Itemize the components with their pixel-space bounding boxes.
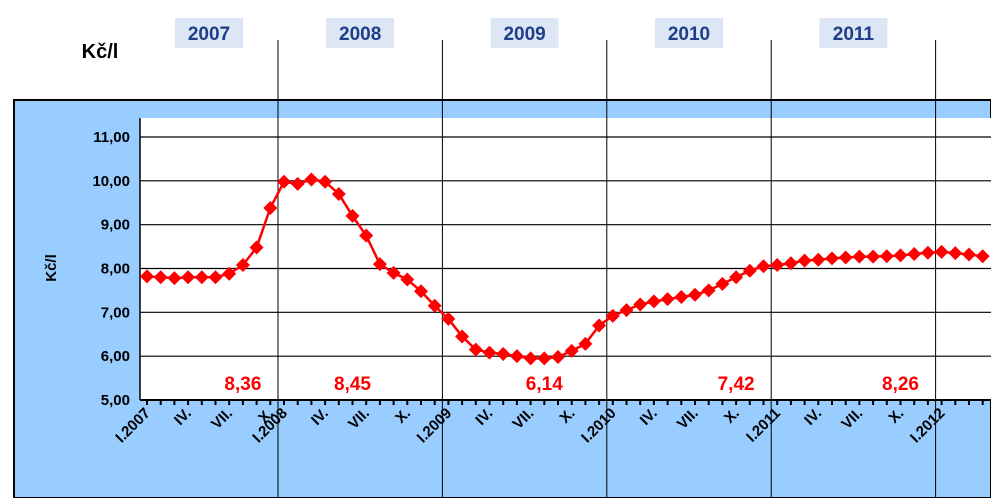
marker bbox=[605, 308, 620, 323]
marker bbox=[181, 270, 196, 285]
marker bbox=[345, 208, 360, 223]
marker bbox=[400, 272, 415, 287]
marker bbox=[688, 287, 702, 302]
marker bbox=[975, 249, 990, 264]
y-tick-label: 9,00 bbox=[101, 217, 130, 234]
marker bbox=[208, 270, 223, 285]
marker bbox=[277, 174, 291, 189]
marker bbox=[455, 329, 470, 344]
marker bbox=[797, 253, 812, 268]
marker bbox=[866, 249, 881, 264]
year-label: 2008 bbox=[339, 24, 381, 45]
marker bbox=[907, 247, 922, 262]
marker bbox=[715, 276, 730, 291]
y-tick-label: 7,00 bbox=[101, 304, 130, 321]
marker bbox=[318, 174, 333, 189]
marker bbox=[194, 270, 209, 285]
marker bbox=[729, 270, 744, 285]
marker bbox=[331, 186, 346, 201]
y-tick-label: 6,00 bbox=[101, 348, 130, 365]
y-axis-label: Kč/l bbox=[43, 254, 60, 282]
series bbox=[140, 172, 990, 366]
marker bbox=[578, 336, 593, 351]
marker bbox=[633, 297, 648, 312]
marker bbox=[674, 289, 689, 304]
marker bbox=[153, 270, 168, 285]
year-box bbox=[655, 18, 723, 48]
year-label: 2011 bbox=[833, 24, 875, 45]
annotation: 8,45 bbox=[334, 374, 371, 395]
y-tick-label: 8,00 bbox=[101, 261, 130, 278]
marker bbox=[249, 240, 264, 255]
marker bbox=[811, 252, 826, 267]
marker bbox=[496, 346, 511, 361]
marker bbox=[551, 350, 565, 365]
marker bbox=[235, 257, 250, 272]
marker bbox=[646, 294, 661, 309]
marker bbox=[783, 256, 798, 271]
marker bbox=[537, 351, 552, 366]
marker bbox=[509, 349, 524, 364]
marker bbox=[893, 248, 908, 263]
marker bbox=[852, 249, 867, 264]
annotation: 6,14 bbox=[526, 374, 563, 395]
marker bbox=[222, 266, 237, 281]
y-tick-label: 11,00 bbox=[93, 129, 130, 146]
year-box bbox=[819, 18, 888, 48]
y-tick-label: 10,00 bbox=[92, 173, 130, 190]
marker bbox=[290, 176, 305, 191]
marker bbox=[482, 345, 497, 360]
annotation: 8,26 bbox=[882, 374, 919, 395]
marker bbox=[468, 342, 483, 357]
annotation: 7,42 bbox=[718, 374, 755, 395]
marker bbox=[838, 250, 853, 265]
marker bbox=[441, 311, 456, 326]
marker bbox=[619, 303, 634, 318]
marker bbox=[592, 318, 607, 333]
marker bbox=[372, 257, 387, 272]
marker bbox=[414, 284, 428, 299]
y-tick-label: 5,00 bbox=[101, 392, 130, 409]
year-box bbox=[490, 18, 559, 48]
marker bbox=[879, 249, 894, 264]
marker bbox=[770, 257, 785, 272]
marker bbox=[263, 201, 278, 216]
marker bbox=[825, 251, 839, 266]
year-label: 2007 bbox=[188, 24, 230, 45]
marker bbox=[756, 259, 771, 274]
marker bbox=[934, 244, 949, 259]
marker bbox=[660, 292, 675, 307]
marker bbox=[140, 269, 154, 284]
marker bbox=[359, 228, 374, 243]
marker bbox=[948, 246, 963, 261]
marker bbox=[167, 271, 182, 286]
year-label: 2009 bbox=[503, 24, 545, 45]
marker bbox=[427, 298, 442, 313]
marker bbox=[742, 263, 757, 278]
unit-label: Kč/l bbox=[82, 41, 119, 63]
marker bbox=[304, 172, 319, 187]
marker bbox=[962, 247, 976, 262]
marker bbox=[564, 343, 579, 358]
year-label: 2010 bbox=[668, 24, 710, 45]
year-box bbox=[326, 18, 395, 48]
marker bbox=[523, 351, 538, 366]
annotation: 8,36 bbox=[224, 374, 261, 395]
year-box bbox=[175, 18, 243, 48]
marker bbox=[701, 283, 716, 298]
marker bbox=[386, 265, 401, 280]
marker bbox=[920, 245, 935, 260]
